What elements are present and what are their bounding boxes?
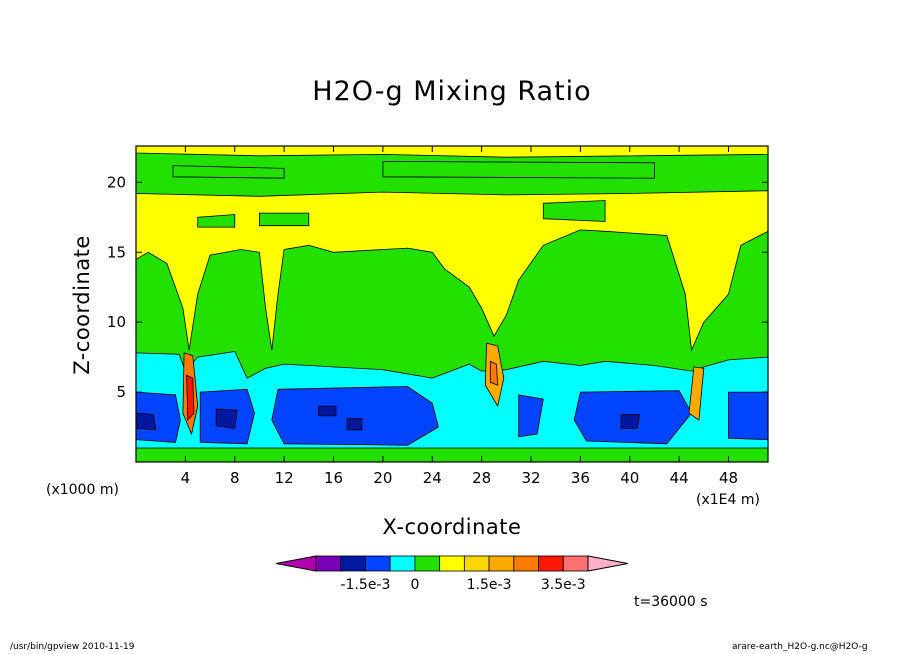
field-band: [382, 160, 655, 179]
field-band: [197, 214, 236, 228]
y-tick-label: 10: [107, 313, 126, 331]
colorbar-box: [439, 555, 465, 572]
field-band: [542, 200, 606, 222]
x-axis-unit: (x1E4 m): [696, 492, 760, 508]
colorbar-box: [488, 555, 515, 572]
y-tick-label: 5: [116, 383, 126, 401]
field-band: [346, 418, 363, 431]
colorbar-box: [513, 555, 539, 572]
field-band: [489, 360, 499, 386]
colorbar-extend-right: [587, 555, 629, 572]
field-band: [186, 374, 195, 422]
colorbar-tick-label: -1.5e-3: [341, 577, 391, 593]
colorbar-box: [389, 555, 416, 572]
x-tick-label: 8: [230, 469, 240, 487]
field-band: [136, 447, 768, 462]
x-tick-label: 20: [373, 469, 392, 487]
footer-left: /usr/bin/gpview 2010-11-19: [10, 642, 135, 652]
colorbar-extend-left: [275, 555, 317, 572]
field-band: [136, 391, 181, 443]
field-band: [215, 408, 238, 429]
x-tick-label: 48: [719, 469, 738, 487]
x-tick-label: 4: [181, 469, 191, 487]
x-tick-label: 44: [670, 469, 689, 487]
field-band: [688, 366, 705, 421]
colorbar-box: [414, 555, 441, 572]
colorbar-tick-label: 1.5e-3: [467, 577, 512, 593]
colorbar-box: [365, 555, 391, 572]
field-band: [518, 394, 544, 438]
colorbar-tick-label: 3.5e-3: [541, 577, 586, 593]
field-band: [136, 412, 157, 431]
colorbar-box: [538, 555, 564, 572]
footer-right: arare-earth_H2O-g.nc@H2O-g: [732, 642, 868, 652]
colorbar-box: [315, 555, 342, 572]
field-band: [271, 386, 439, 446]
y-axis-label: Z-coordinate: [70, 235, 94, 375]
field-band: [728, 391, 768, 441]
y-axis-unit: (x1000 m): [46, 482, 119, 498]
y-tick-label: 20: [107, 173, 126, 191]
field-band: [136, 190, 768, 352]
x-tick-label: 16: [324, 469, 343, 487]
plot-frame: [135, 145, 769, 463]
time-label: t=36000 s: [634, 594, 708, 610]
colorbar-box: [463, 555, 490, 572]
chart-title: H2O-g Mixing Ratio: [312, 76, 592, 107]
x-tick-label: 28: [472, 469, 491, 487]
colorbar-box: [340, 555, 366, 572]
x-tick-label: 32: [521, 469, 540, 487]
colorbar-tick-label: 0: [410, 577, 419, 593]
field-band: [318, 405, 337, 417]
field-band: [172, 165, 285, 179]
field-band: [259, 212, 310, 227]
field-band: [620, 414, 641, 429]
x-tick-label: 24: [423, 469, 442, 487]
x-tick-label: 40: [620, 469, 639, 487]
field-band: [136, 146, 768, 158]
x-tick-label: 12: [275, 469, 294, 487]
colorbar-box: [562, 555, 589, 572]
y-tick-label: 15: [107, 243, 126, 261]
x-axis-label: X-coordinate: [382, 515, 522, 539]
x-tick-label: 36: [571, 469, 590, 487]
